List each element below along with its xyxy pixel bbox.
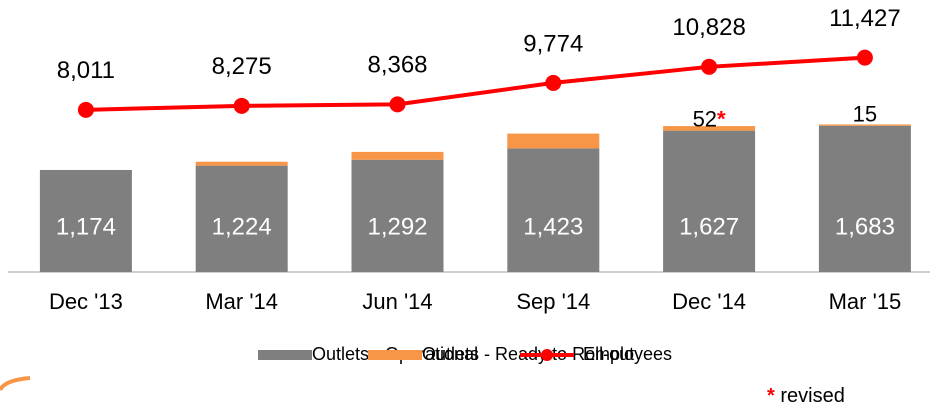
line-point [77,101,94,118]
line-value-label: 8,011 [57,57,115,84]
x-tick-label: Dec '13 [49,289,123,314]
bar-value-label: 1,292 [367,213,427,240]
legend-swatch [258,350,312,360]
bar-segment [663,126,756,131]
x-tick-label: Sep '14 [516,289,590,314]
bar-segment [351,151,444,160]
bar-segment [818,124,911,126]
line-point [545,74,562,91]
x-tick-label: Jun '14 [362,289,432,314]
bar-value-label: 15 [853,102,877,127]
bar-segment [507,133,600,149]
bar-segment [195,161,288,166]
bar-segment [663,130,756,272]
legend-swatch [368,350,422,360]
bar-segment [195,165,288,272]
line-value-label: 10,828 [672,14,745,41]
bar-segment [39,169,132,272]
legend-swatch [541,349,553,361]
line [85,55,866,112]
bar-value-label: 1,423 [523,213,583,240]
x-tick-label: Mar '14 [205,289,278,314]
annotation: * revised [767,385,845,407]
line-point [389,96,406,113]
decor-arc [0,376,31,392]
line-point [856,49,873,66]
line-value-label: 8,275 [212,53,272,80]
line-value-label: 9,774 [523,30,583,57]
x-tick-label: Mar '15 [829,289,902,314]
bar-segment [507,148,600,272]
bar-value-label: 1,627 [679,213,739,240]
line-point [701,58,718,75]
bar-value-label: 1,683 [835,213,895,240]
bar-value-label: 1,174 [56,213,116,240]
bar-segment [818,125,911,272]
legend-label: Employees [583,344,672,364]
bar-segment [351,159,444,272]
bar-value-label: 1,224 [212,213,272,240]
line-point [233,97,250,114]
x-tick-label: Dec '14 [672,289,746,314]
line-value-label: 11,427 [829,5,901,32]
bar-value-label: 52* [693,106,726,131]
line-value-label: 8,368 [367,52,427,79]
